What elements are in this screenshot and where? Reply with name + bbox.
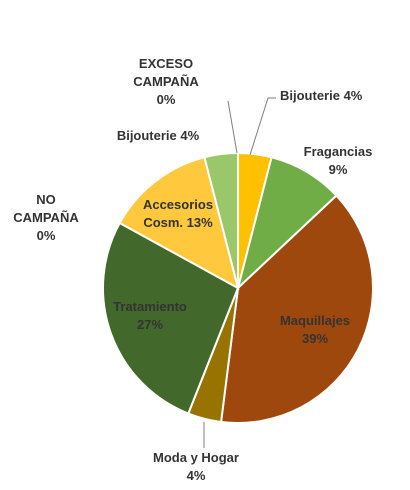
data-label-bijouterie-7: Bijouterie 4% (117, 128, 200, 143)
data-label-line: 0% (157, 92, 176, 107)
data-label-line: 39% (302, 331, 328, 346)
data-label-line: Moda y Hogar (153, 450, 239, 465)
data-label-line: Tratamiento (113, 299, 187, 314)
data-label-line: 9% (329, 162, 348, 177)
data-label-line: Maquillajes (280, 313, 350, 328)
data-label-fragancias-1: Fragancias 9% (304, 144, 373, 177)
data-label-line: CAMPAÑA (133, 74, 199, 89)
data-label-line: NO (36, 192, 56, 207)
leader-line-bijouterie-0 (250, 98, 276, 155)
data-label-moda-y-hogar-3: Moda y Hogar 4% (153, 450, 239, 483)
data-label-line: Accesorios (143, 197, 213, 212)
data-label-line: Fragancias (304, 144, 373, 159)
data-label-exceso-campana-8: EXCESO CAMPAÑA 0% (133, 56, 199, 107)
data-label-line: Cosm. 13% (143, 215, 213, 230)
data-label-bijouterie-0: Bijouterie 4% (280, 88, 363, 103)
data-label-no-campana-5: NO CAMPAÑA 0% (13, 192, 79, 243)
leader-line-exceso-campana-8 (228, 101, 237, 153)
data-label-line: CAMPAÑA (13, 210, 79, 225)
data-label-line: 0% (37, 228, 56, 243)
data-label-line: Bijouterie 4% (117, 128, 200, 143)
data-label-line: Bijouterie 4% (280, 88, 363, 103)
data-label-line: EXCESO (139, 56, 193, 71)
data-label-line: 4% (187, 468, 206, 483)
data-label-line: 27% (137, 317, 163, 332)
pie-slices (103, 153, 373, 423)
